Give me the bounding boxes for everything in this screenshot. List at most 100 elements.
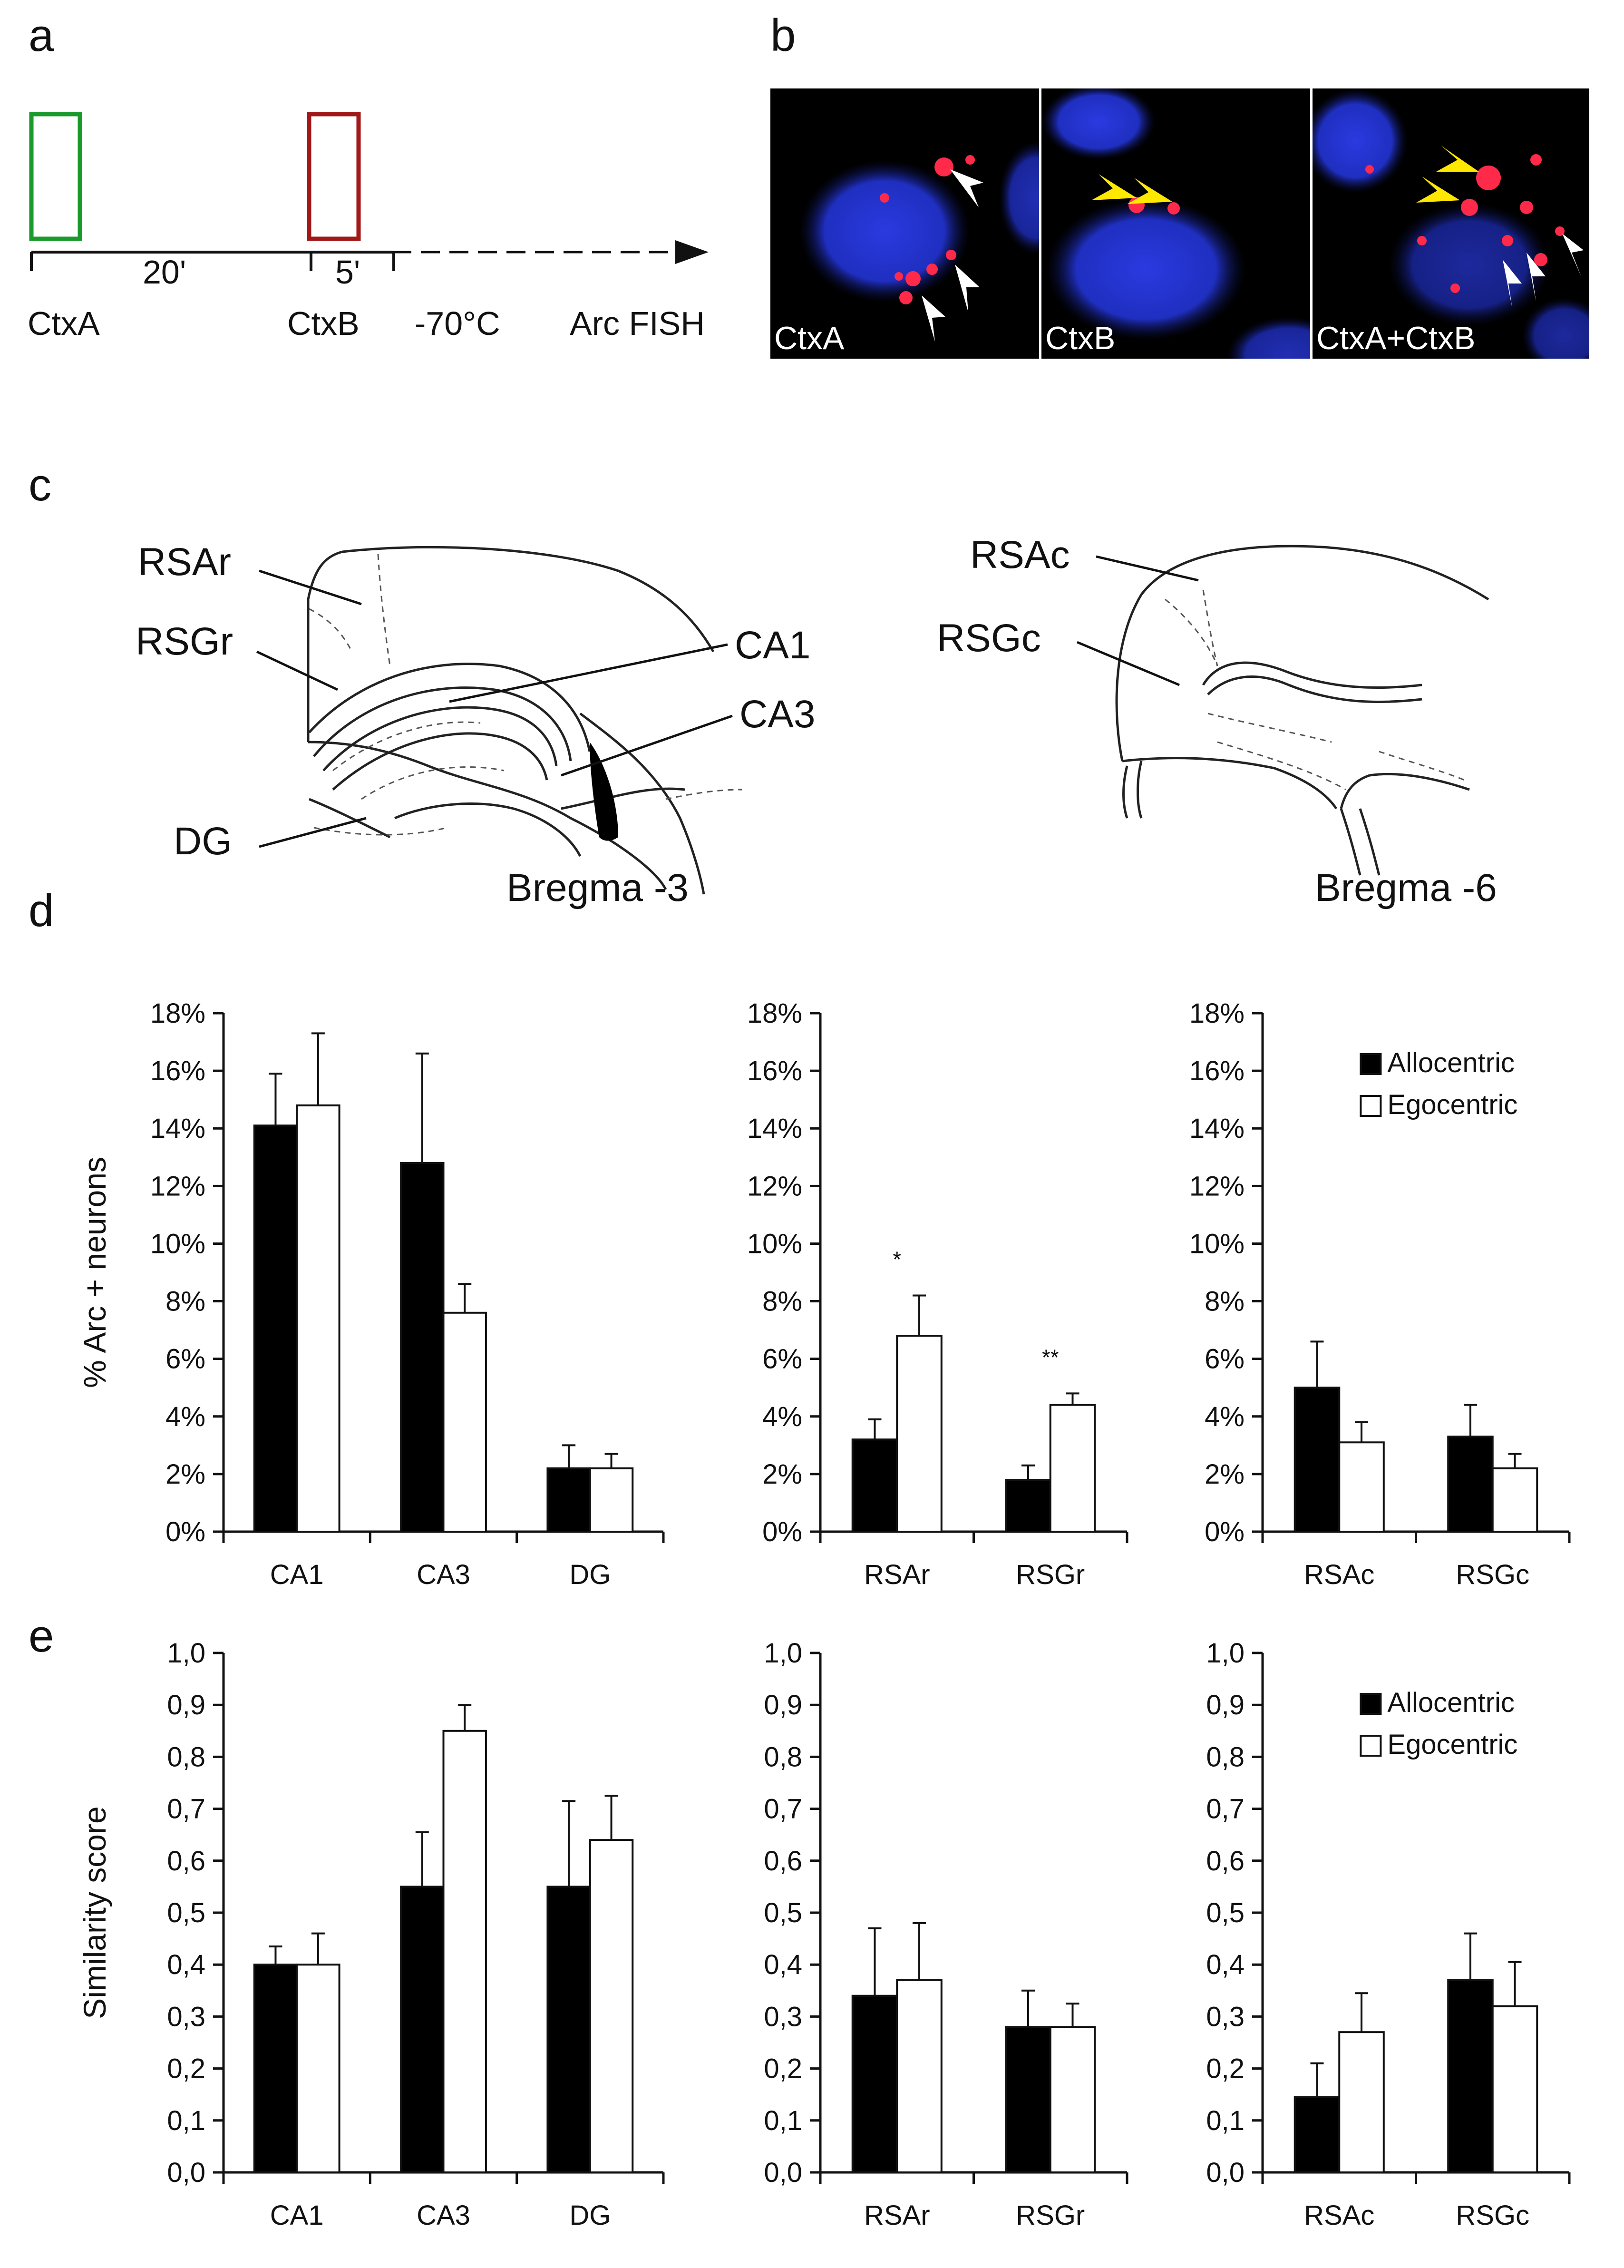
y-tick-label: 0,3 [167,2001,205,2032]
region-boundary [361,766,505,800]
bregma-label-left: Bregma -3 [506,866,689,909]
bar-egocentric [442,1311,487,1533]
bar-egocentric [1338,2031,1385,2174]
bar-allocentric [253,1124,298,1533]
panel-letter-a: a [29,10,54,61]
bar-allocentric [1447,1436,1494,1533]
x-tick-label: CA3 [417,2200,470,2231]
nucleus [1313,88,1408,193]
micrograph-label-ctxb: CtxB [1045,320,1116,356]
leader-line-rsar [259,569,362,606]
arc-signal [880,193,889,203]
timeline-label-ctxb: CtxB [287,305,360,342]
legend-label: Allocentric [1387,1687,1515,1718]
bar-allocentric [1293,1387,1341,1533]
significance-marker: ** [1042,1345,1059,1369]
bar-egocentric [896,1979,943,2173]
significance-marker: * [893,1247,901,1271]
bar-egocentric [1491,1467,1538,1533]
x-tick-label: RSGc [1456,1559,1529,1590]
panel-letter-e: e [29,1611,54,1662]
y-tick-label: 0% [1205,1516,1245,1547]
region-label-ca1: CA1 [735,624,811,667]
y-tick-label: 6% [762,1344,802,1375]
y-tick-label: 14% [747,1113,802,1144]
arc-signal [1417,236,1427,245]
arc-signal [1530,154,1542,166]
bar-allocentric [253,1964,298,2174]
timeline-diagram [29,112,709,271]
x-tick-label: CA1 [270,1559,324,1590]
duration-20-min: 20' [143,254,186,291]
midbrain-outline [1137,761,1143,819]
x-tick-label: RSAr [864,1559,930,1590]
arc-signal [905,271,921,286]
leader-line-dg [259,817,367,848]
bar-egocentric [1049,2026,1096,2174]
y-tick-label: 2% [165,1459,205,1490]
cortex-outline-right [1115,545,1489,762]
legend-swatch-egocentric [1360,1735,1382,1757]
arc-signal [1476,166,1501,190]
region-label-rsgr: RSGr [136,620,233,663]
y-tick-label: 0,5 [1206,1897,1245,1928]
hippocampus-layer [394,802,582,857]
micrograph-label-ctxa: CtxA [774,320,845,356]
arc-signal [1365,165,1374,174]
nucleus [1522,298,1589,359]
y-tick-label: 0,2 [764,2053,802,2084]
midbrain-outline [1340,808,1361,876]
y-tick-label: 0,6 [1206,1846,1245,1877]
micrograph-ctxa-ctxb: CtxA+CtxB [1313,88,1589,359]
y-tick-label: 4% [165,1401,205,1432]
x-tick-label: RSAc [1304,2200,1374,2231]
region-boundary [665,789,742,800]
y-tick-label: 0% [165,1516,205,1547]
y-tick-label: 0,8 [1206,1741,1245,1772]
leader-line-rsgc [1077,641,1180,686]
ctxb-exposure-box [307,112,361,241]
midbrain-outline [1340,772,1470,809]
leader-line-ca1 [449,643,728,703]
leader-line-ca3 [561,714,733,777]
legend-swatch-egocentric [1360,1095,1382,1117]
leader-line-rsgr [256,650,339,691]
arc-signal [1502,235,1513,246]
region-boundary [377,554,391,666]
y-tick-label: 0,8 [764,1741,802,1772]
panel-letter-d: d [29,885,54,936]
y-tick-label: 18% [1189,998,1245,1029]
y-tick-label: 12% [747,1171,802,1202]
y-tick-label: 0,2 [167,2053,205,2084]
hippocampus-outline-left [308,741,667,890]
bar-egocentric [442,1730,487,2174]
bar-allocentric [1005,1479,1051,1533]
arc-signal [1534,253,1547,266]
legend-label: Allocentric [1387,1047,1515,1078]
y-tick-label: 0,6 [764,1846,802,1877]
y-tick-label: 0% [762,1516,802,1547]
legend-label: Egocentric [1387,1729,1517,1760]
white-arrowhead [950,169,983,207]
hippocampus-layer [308,663,591,752]
bar-egocentric [1491,2005,1538,2174]
bar-egocentric [589,1839,634,2174]
bar-allocentric [546,1467,591,1533]
legend-swatch-allocentric [1360,1693,1382,1715]
x-tick-label: RSAc [1304,1559,1374,1590]
white-arrowhead [1562,234,1584,276]
micrograph-ctxa: CtxA [770,88,1039,359]
y-tick-label: 14% [150,1113,205,1144]
timeline-label-temp: -70°C [415,305,500,342]
ctxa-exposure-box [29,112,82,241]
nucleus [1046,198,1246,341]
y-tick-label: 0,0 [167,2157,205,2188]
panel-letter-b: b [770,10,796,61]
region-boundary [313,827,447,836]
y-tick-label: 0,3 [1206,2001,1245,2032]
y-tick-label: 8% [165,1286,205,1317]
duration-5-min: 5' [335,254,360,291]
y-tick-label: 8% [762,1286,802,1317]
y-tick-label: 10% [747,1228,802,1259]
